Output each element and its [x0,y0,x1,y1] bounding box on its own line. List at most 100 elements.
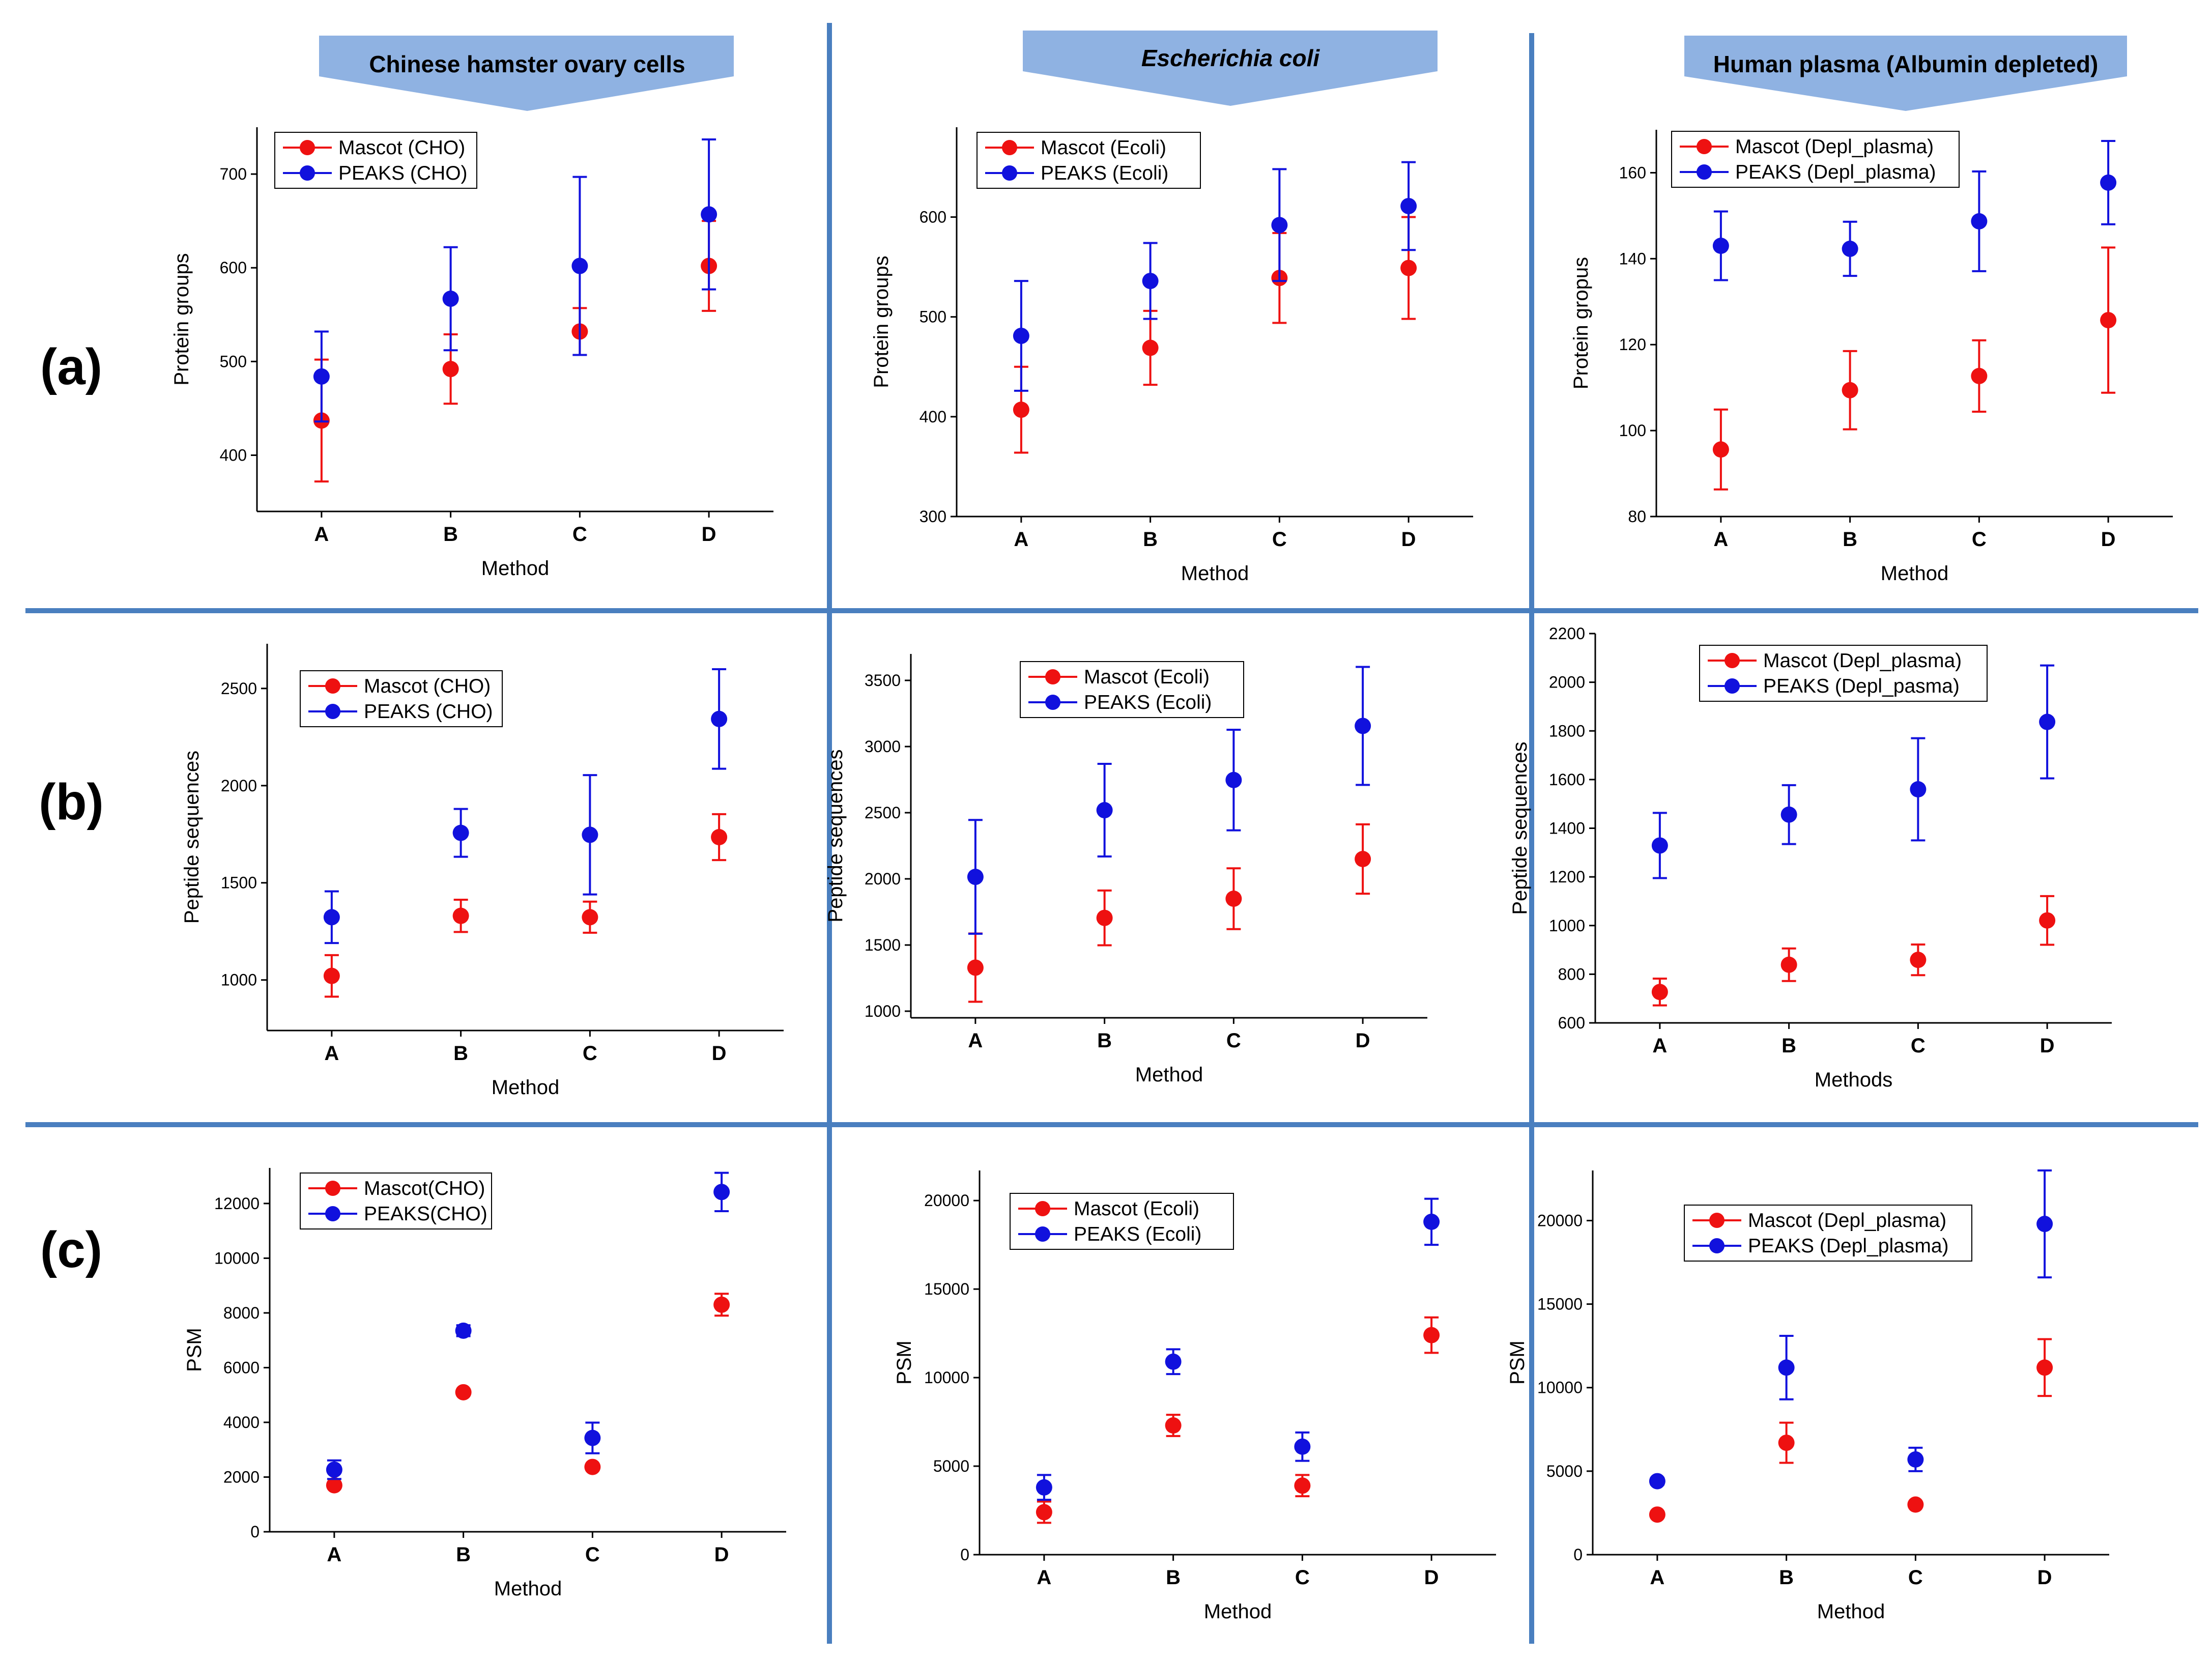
data-point [1036,1504,1052,1521]
data-point [1013,402,1029,418]
y-tick-label: 2500 [221,679,257,698]
x-tick-label: B [1143,528,1158,551]
series-peaks [313,138,717,423]
data-point [571,258,588,274]
legend-marker [1697,164,1712,180]
y-tick-label: 8000 [223,1304,260,1322]
y-tick-label: 5000 [933,1457,969,1475]
row-label-c: (c) [40,1221,102,1278]
y-tick-label: 140 [1619,249,1646,268]
data-point [1225,771,1242,788]
series-mascot [1013,216,1417,454]
data-point [1294,1438,1311,1455]
legend: Mascot(CHO) PEAKS(CHO) [300,1172,492,1229]
y-tick-label: 2200 [1549,624,1585,643]
legend-label: Mascot (Depl_plasma) [1735,136,1934,158]
data-point [1142,273,1159,290]
series-peaks [1651,664,2056,879]
y-tick-label: 2000 [1549,673,1585,692]
data-point [1842,240,1858,257]
x-tick-label: D [2040,1035,2055,1057]
x-tick-label: C [572,523,587,546]
legend-box [1684,1205,1972,1262]
chart-a-ecoli: 300 400 500 600 A B C D Method Protein groups Masc… [870,127,1473,585]
series-mascot [326,1293,730,1494]
series-mascot [323,813,728,998]
legend-label: PEAKS (Ecoli) [1041,162,1168,184]
legend-label: Mascot (Ecoli) [1084,666,1210,688]
data-point [1355,851,1371,867]
legend-marker [1709,1238,1725,1253]
legend: Mascot (Ecoli) PEAKS (Ecoli) [1010,1193,1234,1250]
x-axis-title: Method [1817,1600,1885,1623]
y-tick-label: 2000 [221,777,257,795]
data-point [582,909,598,926]
y-tick-label: 4000 [223,1413,260,1432]
data-point [2100,312,2117,329]
y-tick-label: 1500 [221,874,257,892]
data-point [1165,1417,1182,1434]
data-point [584,1458,601,1475]
data-point [1096,802,1113,819]
data-point [711,829,728,845]
legend: Mascot (Depl_plasma) PEAKS (Depl_pasma) [1699,645,1988,702]
x-tick-label: B [443,523,458,546]
data-point [1649,1506,1665,1523]
series-mascot [967,823,1371,1003]
x-axis-title: Method [1204,1600,1272,1623]
legend-marker [325,1181,340,1196]
data-point [713,1184,730,1200]
x-tick-label: B [1779,1566,1794,1589]
legend-label: Mascot (Depl_plasma) [1748,1210,1946,1232]
legend-label: Mascot (CHO) [338,137,465,159]
legend-label: PEAKS (CHO) [338,162,468,184]
x-tick-label: A [314,523,329,546]
legend-label: Mascot (Ecoli) [1041,137,1166,159]
y-tick-label: 5000 [1546,1462,1583,1480]
data-point [455,1322,472,1339]
y-tick-label: 1000 [221,971,257,989]
legend: Mascot (CHO) PEAKS (CHO) [274,132,477,189]
legend-label: PEAKS (Ecoli) [1074,1223,1201,1245]
x-tick-label: A [324,1042,339,1065]
column-header-plasma: Human plasma (Albumin depleted) [1684,36,2127,111]
x-tick-label: D [2101,528,2116,551]
y-tick-label: 0 [960,1546,969,1564]
legend-marker [300,140,315,155]
data-point [1910,952,1927,968]
data-point [1225,891,1242,907]
data-point [1271,217,1288,234]
x-tick-label: D [714,1543,729,1566]
x-axis-title: Method [494,1578,562,1600]
y-tick-label: 1000 [1549,917,1585,935]
x-tick-label: D [2037,1566,2052,1589]
legend-marker [325,704,340,719]
data-point [582,826,598,843]
x-tick-label: A [1652,1035,1667,1057]
column-title-ecoli: Escherichia coli [1141,45,1320,71]
y-tick-label: 160 [1619,163,1646,182]
legend-marker [1725,653,1740,668]
legend-label: PEAKS (Ecoli) [1084,692,1212,713]
data-point [1400,197,1417,214]
legend-label: PEAKS (CHO) [364,701,493,723]
y-tick-label: 3500 [865,671,901,690]
x-tick-label: D [1401,528,1416,551]
data-point [1165,1353,1182,1370]
y-tick-label: 300 [920,507,946,526]
x-axis-title: Method [1181,562,1249,585]
series-mascot [313,220,717,483]
data-point [452,824,469,841]
x-tick-label: A [327,1543,341,1566]
data-point [326,1461,342,1478]
y-tick-label: 15000 [1537,1295,1583,1313]
series-mascot [1712,246,2117,491]
y-tick-label: 1200 [1549,868,1585,886]
data-point [1780,956,1797,973]
legend-marker [1035,1226,1050,1242]
y-tick-label: 1600 [1549,770,1585,789]
legend-marker [1035,1201,1050,1216]
y-tick-label: 10000 [1537,1379,1583,1397]
y-tick-label: 1500 [865,936,901,954]
